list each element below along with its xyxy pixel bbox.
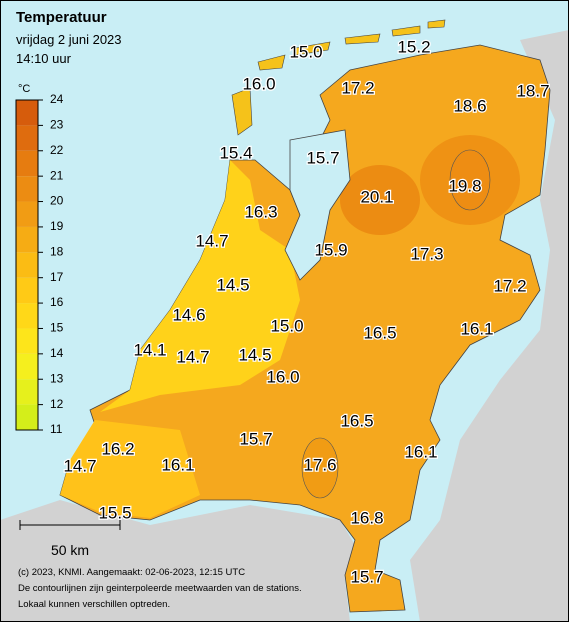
station-reading: 16.5 bbox=[363, 323, 396, 342]
station-reading: 16.8 bbox=[350, 508, 383, 527]
station-reading: 16.0 bbox=[266, 367, 299, 386]
station-reading: 16.5 bbox=[340, 411, 373, 430]
colorbar: 11 12 13 14 15 16 17 18 19 20 21 22 23 24 bbox=[15, 92, 64, 436]
colorbar-cell bbox=[16, 404, 38, 430]
station-reading: 15.4 bbox=[219, 143, 252, 162]
colorbar-label: 14 bbox=[50, 346, 64, 360]
time: 14:10 uur bbox=[16, 51, 72, 66]
station-reading: 16.1 bbox=[161, 455, 194, 474]
station-reading: 15.0 bbox=[289, 42, 322, 61]
credits: (c) 2023, KNMI. Aangemaakt: 02-06-2023, … bbox=[18, 567, 302, 610]
scale-label: 50 km bbox=[51, 542, 89, 558]
station-reading: 17.6 bbox=[303, 455, 336, 474]
contour bbox=[301, 437, 339, 499]
station-reading: 14.1 bbox=[133, 340, 166, 359]
colorbar-cell bbox=[16, 252, 38, 278]
warm-area bbox=[340, 165, 420, 235]
colorbar-cell bbox=[16, 201, 38, 227]
colorbar-cell bbox=[16, 150, 38, 177]
credit-line: Lokaal kunnen verschillen optreden. bbox=[18, 599, 170, 610]
station-reading: 20.1 bbox=[360, 187, 393, 206]
zeeland-zone bbox=[60, 420, 200, 518]
colorbar-cell bbox=[16, 125, 38, 151]
colorbar-label: 23 bbox=[50, 118, 64, 132]
station-reading: 16.2 bbox=[101, 439, 134, 458]
contour bbox=[449, 149, 491, 211]
colorbar-cell bbox=[16, 303, 38, 329]
colorbar-label: 12 bbox=[50, 397, 64, 411]
colorbar-label: 24 bbox=[50, 92, 64, 106]
colorbar-label: 20 bbox=[50, 194, 64, 208]
stations: 15.0 15.2 16.0 17.2 18.6 18.7 15.4 15.7 20.1 19.8… bbox=[62, 36, 551, 588]
station-reading: 14.7 bbox=[176, 347, 209, 366]
station-reading: 14.7 bbox=[195, 231, 228, 250]
colorbar-cell bbox=[16, 379, 38, 405]
unit: °C bbox=[18, 83, 30, 95]
colorbar-cell bbox=[16, 277, 38, 304]
credit-line: (c) 2023, KNMI. Aangemaakt: 02-06-2023, … bbox=[18, 567, 245, 578]
ijsselmeer bbox=[284, 129, 351, 281]
station-reading: 16.1 bbox=[404, 442, 437, 461]
station-reading: 14.6 bbox=[172, 305, 205, 324]
colorbar-label: 16 bbox=[50, 295, 64, 309]
colorbar-label: 15 bbox=[50, 321, 64, 335]
colorbar-frame bbox=[15, 99, 39, 431]
colorbar-cell bbox=[16, 328, 38, 354]
station-reading: 18.6 bbox=[453, 96, 486, 115]
credit-line: De contourlijnen zijn geinterpoleerde me… bbox=[18, 583, 302, 594]
station-reading: 14.7 bbox=[63, 456, 96, 475]
station-reading: 14.5 bbox=[238, 345, 271, 364]
station-reading: 15.0 bbox=[270, 316, 303, 335]
station-reading: 16.0 bbox=[242, 74, 275, 93]
station-reading: 16.1 bbox=[460, 319, 493, 338]
coastal-zone bbox=[100, 160, 300, 412]
station-reading: 15.2 bbox=[397, 37, 430, 56]
station-reading: 15.9 bbox=[314, 240, 347, 259]
colorbar-label: 21 bbox=[50, 168, 64, 182]
station-reading: 15.7 bbox=[350, 567, 383, 586]
colorbar-label: 18 bbox=[50, 244, 64, 258]
date: vrijdag 2 juni 2023 bbox=[16, 32, 122, 47]
colorbar-cell bbox=[16, 226, 38, 253]
belgium bbox=[0, 500, 355, 622]
station-reading: 15.5 bbox=[98, 503, 131, 522]
colorbar-cell bbox=[16, 353, 38, 380]
germany bbox=[410, 30, 569, 622]
colorbar-cell bbox=[16, 100, 38, 126]
station-reading: 15.7 bbox=[239, 429, 272, 448]
colorbar-label: 11 bbox=[50, 422, 63, 436]
station-reading: 19.8 bbox=[448, 176, 481, 195]
station-reading: 18.7 bbox=[516, 81, 549, 100]
wadden-islands bbox=[231, 19, 446, 136]
station-reading: 17.2 bbox=[341, 78, 374, 97]
colorbar-label: 22 bbox=[50, 143, 64, 157]
station-reading: 15.7 bbox=[306, 148, 339, 167]
station-reading: 14.5 bbox=[216, 275, 249, 294]
colorbar-label: 19 bbox=[50, 219, 64, 233]
station-reading: 16.3 bbox=[244, 202, 277, 221]
colorbar-label: 13 bbox=[50, 371, 64, 385]
colorbar-cell bbox=[16, 176, 38, 202]
station-reading: 17.2 bbox=[493, 276, 526, 295]
colorbar-label: 17 bbox=[50, 270, 64, 284]
title: Temperatuur bbox=[16, 9, 107, 26]
station-reading: 17.3 bbox=[410, 244, 443, 263]
